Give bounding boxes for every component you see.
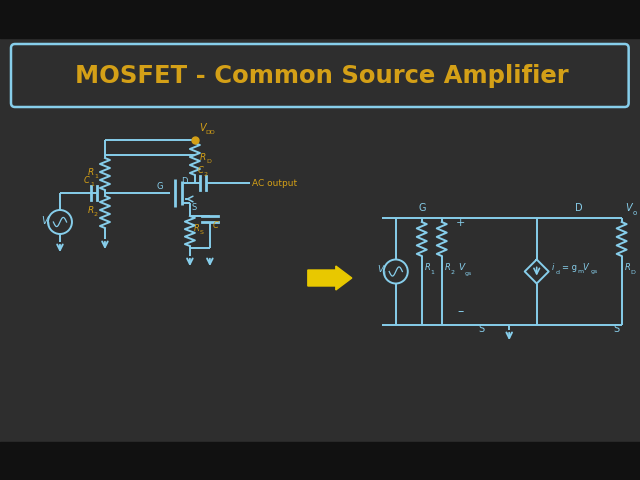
Text: i: i [384,271,386,276]
FancyBboxPatch shape [11,44,628,107]
Text: DD: DD [205,130,214,135]
Text: gs: gs [591,269,598,275]
Text: = g: = g [562,264,577,273]
Text: V: V [378,265,384,275]
Text: R: R [445,264,451,273]
Text: i: i [47,222,49,228]
Text: 1: 1 [90,182,94,187]
Text: G: G [157,182,163,191]
Text: 2: 2 [451,269,455,275]
Text: V: V [199,123,205,133]
Text: S: S [192,203,197,212]
Text: V: V [582,264,588,273]
Bar [0,0,639,38]
Text: MOSFET - Common Source Amplifier: MOSFET - Common Source Amplifier [75,64,568,88]
Text: D: D [630,269,636,275]
Text: D: D [181,177,188,186]
Text: R: R [625,264,630,273]
Text: S: S [614,324,620,334]
Text: D: D [206,159,211,164]
Text: 1: 1 [431,269,435,275]
Bar [0,442,639,480]
Text: R: R [88,168,94,177]
Text: gs: gs [465,271,472,276]
Text: o: o [633,210,637,216]
Text: –: – [458,305,464,318]
Text: S: S [479,324,485,334]
Text: i: i [552,264,554,273]
FancyArrow shape [308,266,352,290]
Text: +: + [456,218,465,228]
Text: 1: 1 [94,174,98,179]
Text: C: C [84,176,90,185]
Text: V: V [41,216,47,226]
Text: R: R [425,264,431,273]
Text: G: G [418,203,426,213]
Text: R: R [88,206,94,215]
Text: d: d [556,269,560,275]
Text: R: R [200,153,206,162]
Text: D: D [575,203,583,213]
Text: S: S [200,230,204,235]
Text: 2: 2 [204,172,208,177]
Text: 2: 2 [94,212,98,217]
Text: V: V [626,203,632,213]
Text: V: V [459,264,465,273]
Text: R: R [194,224,200,233]
Text: C: C [213,221,219,230]
Text: AC output: AC output [252,180,297,189]
Text: m: m [578,269,584,274]
Text: C: C [198,166,204,175]
